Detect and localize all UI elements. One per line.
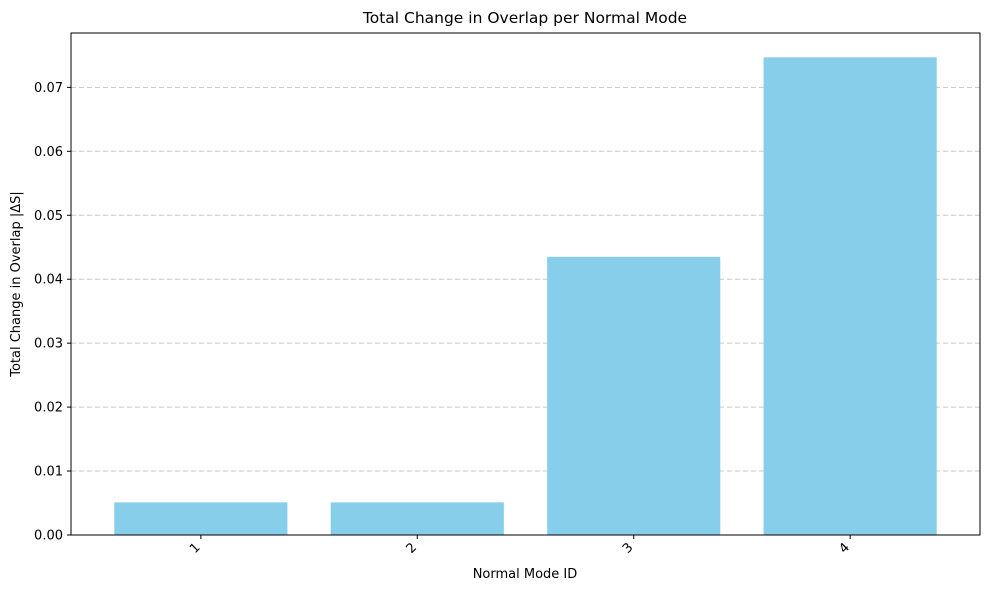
y-tick-label-5: 0.05	[34, 209, 63, 224]
bar-mode-3	[547, 256, 721, 535]
y-tick-label-7: 0.07	[34, 81, 63, 96]
y-tick-label-6: 0.06	[34, 145, 63, 160]
plot-frame	[70, 32, 981, 536]
y-tick-label-0: 0.00	[34, 529, 63, 544]
y-axis-ticks: 0.00 0.01 0.02 0.03 0.04 0.05 0.06 0.07	[34, 81, 71, 544]
bar-mode-1	[114, 502, 288, 535]
bar-mode-4	[763, 57, 937, 536]
bars	[114, 57, 937, 536]
y-tick-label-2: 0.02	[34, 401, 63, 416]
x-axis-title: Normal Mode ID	[473, 567, 578, 582]
y-tick-label-4: 0.04	[34, 273, 63, 288]
chart-title: Total Change in Overlap per Normal Mode	[362, 9, 687, 27]
y-axis-title: Total Change in Overlap |ΔS|	[9, 191, 24, 378]
y-tick-label-1: 0.01	[34, 465, 63, 480]
bar-mode-2	[330, 502, 504, 535]
y-tick-label-3: 0.03	[34, 337, 63, 352]
